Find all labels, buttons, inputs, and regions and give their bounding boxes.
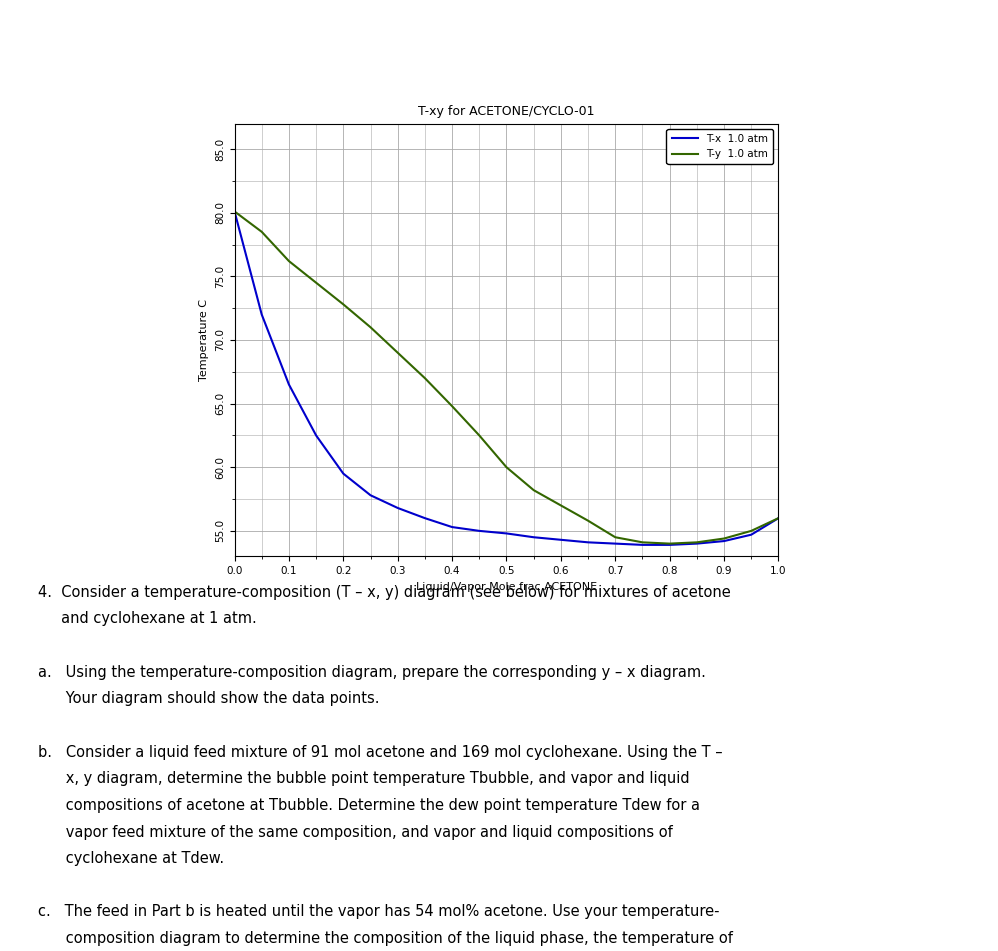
T-y  1.0 atm bbox=[337, 299, 349, 310]
T-x  1.0 atm bbox=[555, 534, 567, 546]
T-x  1.0 atm bbox=[364, 490, 376, 501]
Text: x, y diagram, determine the bubble point temperature Tbubble, and vapor and liqu: x, y diagram, determine the bubble point… bbox=[38, 771, 690, 786]
T-y  1.0 atm bbox=[582, 515, 594, 527]
T-x  1.0 atm bbox=[255, 309, 267, 320]
T-y  1.0 atm bbox=[528, 484, 540, 495]
Text: 4.  Consider a temperature-composition (T – x, y) diagram (see below) for mixtur: 4. Consider a temperature-composition (T… bbox=[38, 585, 731, 600]
T-x  1.0 atm bbox=[283, 378, 295, 390]
T-x  1.0 atm bbox=[691, 538, 703, 550]
Text: cyclohexane at Tdew.: cyclohexane at Tdew. bbox=[38, 851, 224, 866]
Text: Your diagram should show the data points.: Your diagram should show the data points… bbox=[38, 691, 379, 707]
T-x  1.0 atm bbox=[419, 513, 431, 524]
T-y  1.0 atm bbox=[500, 461, 513, 473]
Text: and cyclohexane at 1 atm.: and cyclohexane at 1 atm. bbox=[38, 611, 256, 627]
T-y  1.0 atm bbox=[255, 226, 267, 238]
T-x  1.0 atm bbox=[391, 502, 403, 514]
T-x  1.0 atm bbox=[582, 536, 594, 548]
T-x  1.0 atm bbox=[528, 532, 540, 543]
T-y  1.0 atm bbox=[746, 525, 757, 536]
Text: vapor feed mixture of the same composition, and vapor and liquid compositions of: vapor feed mixture of the same compositi… bbox=[38, 825, 673, 840]
T-y  1.0 atm bbox=[283, 256, 295, 267]
Text: b.   Consider a liquid feed mixture of 91 mol acetone and 169 mol cyclohexane. U: b. Consider a liquid feed mixture of 91 … bbox=[38, 745, 723, 760]
T-y  1.0 atm bbox=[419, 373, 431, 384]
T-y  1.0 atm bbox=[473, 430, 485, 441]
Title: T-xy for ACETONE/CYCLO-01: T-xy for ACETONE/CYCLO-01 bbox=[418, 106, 595, 118]
Y-axis label: Temperature C: Temperature C bbox=[200, 299, 210, 381]
T-y  1.0 atm bbox=[718, 533, 730, 544]
T-x  1.0 atm bbox=[337, 468, 349, 479]
T-y  1.0 atm bbox=[446, 400, 458, 412]
Text: a.   Using the temperature-composition diagram, prepare the corresponding y – x : a. Using the temperature-composition dia… bbox=[38, 665, 706, 680]
T-y  1.0 atm bbox=[310, 277, 322, 288]
Text: composition diagram to determine the composition of the liquid phase, the temper: composition diagram to determine the com… bbox=[38, 931, 733, 946]
T-y  1.0 atm bbox=[637, 536, 649, 548]
T-x  1.0 atm bbox=[772, 513, 784, 524]
T-x  1.0 atm bbox=[609, 538, 621, 550]
T-x  1.0 atm bbox=[473, 525, 485, 536]
T-y  1.0 atm bbox=[364, 321, 376, 333]
T-x  1.0 atm bbox=[664, 539, 676, 551]
T-y  1.0 atm bbox=[391, 347, 403, 359]
T-y  1.0 atm bbox=[229, 205, 241, 217]
T-x  1.0 atm bbox=[446, 521, 458, 533]
Text: c.   The feed in Part b is heated until the vapor has 54 mol% acetone. Use your : c. The feed in Part b is heated until th… bbox=[38, 904, 720, 920]
X-axis label: Liquid/Vapor Mole frac ACETONE: Liquid/Vapor Mole frac ACETONE bbox=[416, 582, 597, 592]
T-x  1.0 atm bbox=[746, 529, 757, 540]
Line: T-x  1.0 atm: T-x 1.0 atm bbox=[235, 211, 778, 545]
T-y  1.0 atm bbox=[609, 532, 621, 543]
Text: compositions of acetone at Tbubble. Determine the dew point temperature Tdew for: compositions of acetone at Tbubble. Dete… bbox=[38, 798, 700, 813]
T-x  1.0 atm bbox=[718, 535, 730, 547]
Line: T-y  1.0 atm: T-y 1.0 atm bbox=[235, 211, 778, 544]
T-x  1.0 atm bbox=[229, 205, 241, 217]
Legend: T-x  1.0 atm, T-y  1.0 atm: T-x 1.0 atm, T-y 1.0 atm bbox=[667, 128, 773, 165]
T-x  1.0 atm bbox=[637, 539, 649, 551]
T-y  1.0 atm bbox=[664, 538, 676, 550]
T-y  1.0 atm bbox=[772, 513, 784, 524]
T-x  1.0 atm bbox=[500, 528, 513, 539]
T-y  1.0 atm bbox=[555, 499, 567, 511]
T-x  1.0 atm bbox=[310, 430, 322, 441]
T-y  1.0 atm bbox=[691, 536, 703, 548]
